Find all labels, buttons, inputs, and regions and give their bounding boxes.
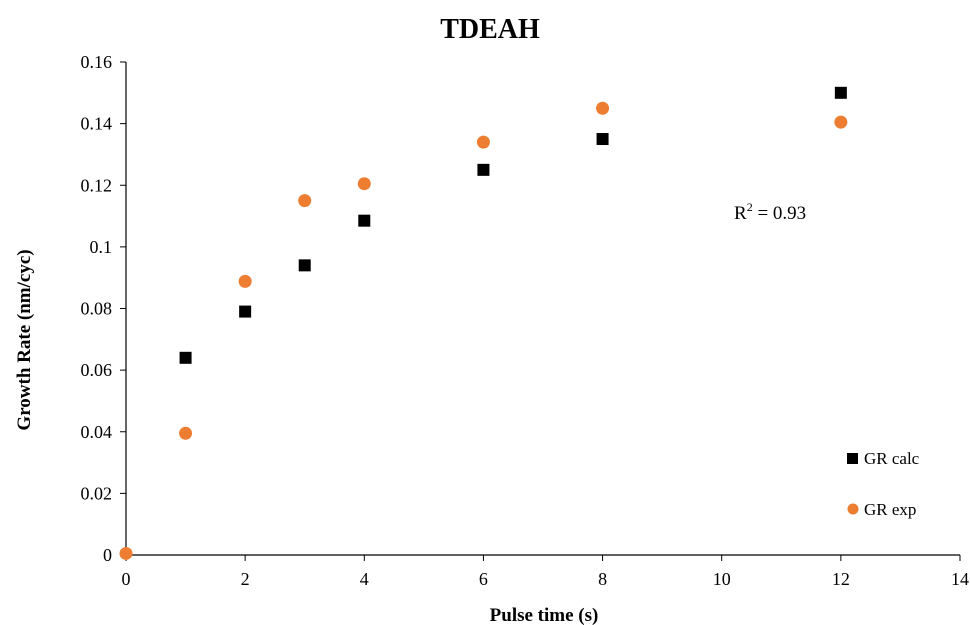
y-tick-label: 0.16 bbox=[81, 52, 113, 72]
chart-title: TDEAH bbox=[440, 14, 540, 45]
data-points bbox=[119, 86, 848, 560]
point-gr-calc bbox=[834, 86, 847, 99]
y-tick-label: 0 bbox=[103, 545, 112, 565]
point-gr-exp bbox=[834, 115, 848, 129]
legend-marker-gr-calc bbox=[847, 453, 858, 464]
x-tick-label: 4 bbox=[360, 569, 369, 589]
y-tick-label: 0.08 bbox=[81, 299, 113, 319]
point-gr-exp bbox=[119, 546, 133, 560]
x-tick-label: 2 bbox=[241, 569, 250, 589]
point-gr-exp bbox=[357, 177, 371, 191]
legend: GR calc GR exp bbox=[847, 449, 920, 519]
legend-marker-gr-exp bbox=[847, 503, 859, 515]
x-axis-title: Pulse time (s) bbox=[490, 605, 599, 625]
x-tick-label: 6 bbox=[479, 569, 488, 589]
y-axis-title: Growth Rate (nm/cyc) bbox=[14, 249, 35, 430]
point-gr-exp bbox=[179, 426, 193, 440]
point-gr-calc bbox=[179, 351, 192, 364]
point-gr-exp bbox=[476, 135, 490, 149]
y-tick-label: 0.1 bbox=[90, 237, 113, 257]
r-squared-prefix: R bbox=[734, 203, 747, 224]
y-tick-label: 0.14 bbox=[81, 114, 113, 134]
y-tick-label: 0.06 bbox=[81, 360, 113, 380]
point-gr-exp bbox=[596, 101, 610, 115]
x-tick-label: 8 bbox=[598, 569, 607, 589]
point-gr-calc bbox=[358, 214, 371, 227]
point-gr-exp bbox=[298, 194, 312, 208]
legend-label: GR exp bbox=[864, 500, 916, 519]
r-squared-superscript: 2 bbox=[747, 200, 753, 214]
y-tick-label: 0.04 bbox=[81, 422, 113, 442]
legend-label: GR calc bbox=[864, 449, 920, 468]
x-tick-label: 14 bbox=[951, 569, 969, 589]
x-tick-label: 0 bbox=[122, 569, 131, 589]
y-tick-label: 0.02 bbox=[81, 483, 113, 503]
point-gr-calc bbox=[239, 305, 252, 318]
x-tick-labels: 0 2 4 6 8 10 12 14 bbox=[122, 569, 970, 589]
x-tick-label: 12 bbox=[832, 569, 850, 589]
axes bbox=[120, 61, 961, 561]
r-squared-value: = 0.93 bbox=[753, 203, 806, 224]
point-gr-calc bbox=[477, 163, 490, 176]
point-gr-calc bbox=[596, 133, 609, 146]
point-gr-exp bbox=[238, 274, 252, 288]
point-gr-calc bbox=[298, 259, 311, 272]
y-tick-labels: 0 0.02 0.04 0.06 0.08 0.1 0.12 0.14 0.16 bbox=[81, 52, 113, 565]
r-squared-annotation: R2 = 0.93 bbox=[734, 200, 806, 224]
x-tick-label: 10 bbox=[713, 569, 731, 589]
y-tick-label: 0.12 bbox=[81, 175, 113, 195]
